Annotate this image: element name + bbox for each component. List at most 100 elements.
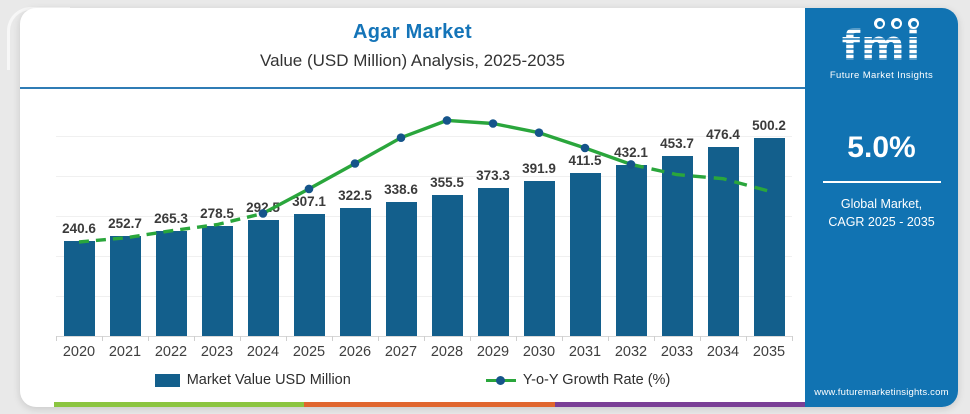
sidebar-divider: [822, 181, 941, 183]
chart-header: Agar Market Value (USD Million) Analysis…: [20, 8, 805, 72]
x-axis-labels: 2020 2021 2022 2023 2024 2025 2026 2027 2028 2029…: [56, 344, 805, 360]
bar-group: 278.5: [194, 98, 240, 336]
website-url: www.futuremarketinsights.com: [814, 387, 949, 398]
strip-segment-green: [54, 402, 305, 407]
bar-value-label: 322.5: [338, 188, 372, 204]
globe-circle-icon: [891, 18, 902, 29]
bar-value-label: 476.4: [706, 127, 740, 143]
market-value-bar: [707, 147, 739, 336]
fmi-logo-text: fmi: [805, 25, 958, 67]
legend-item-growth-rate: Y-o-Y Growth Rate (%): [485, 372, 670, 388]
legend-label-market-value: Market Value USD Million: [186, 372, 351, 388]
axis-tick: [378, 336, 379, 341]
fmi-logo-caption: Future Market Insights: [829, 70, 934, 81]
chart-panel: Agar Market Value (USD Million) Analysis…: [20, 8, 805, 407]
x-axis-label: 2032: [614, 344, 648, 360]
cagr-value: 5.0%: [847, 131, 916, 164]
bar-value-label: 355.5: [430, 175, 464, 190]
x-axis-label: 2028: [430, 344, 464, 360]
bar-group: 292.5: [240, 98, 286, 336]
bar-value-label: 391.9: [522, 160, 556, 176]
x-axis-label: 2021: [108, 344, 142, 360]
strip-segment-orange: [304, 402, 555, 407]
x-axis-label: 2024: [246, 344, 280, 360]
x-axis-label: 2029: [476, 344, 510, 360]
page-subtitle: Value (USD Million) Analysis, 2025-2035: [260, 51, 565, 70]
bar-group: 307.1: [286, 98, 332, 336]
legend-item-market-value: Market Value USD Million: [154, 372, 351, 388]
bar-swatch-icon: [154, 373, 180, 387]
footer-color-strip: [54, 402, 805, 407]
person-circle-icon: [874, 18, 885, 29]
market-value-bar: [569, 172, 601, 336]
market-value-bar: [155, 230, 187, 336]
market-value-bar: [523, 180, 555, 336]
bar-value-label: 278.5: [200, 205, 234, 221]
axis-tick: [608, 336, 609, 341]
market-value-bar: [615, 164, 647, 336]
x-axis-label: 2031: [568, 344, 602, 360]
x-axis-label: 2026: [338, 344, 372, 360]
bar-group: 373.3: [470, 98, 516, 336]
bar-group: 391.9: [516, 98, 562, 336]
market-value-bar: [339, 208, 371, 336]
bar-group: 411.5: [562, 98, 608, 336]
bar-value-label: 240.6: [62, 220, 96, 236]
fmi-logo-icons: [805, 18, 958, 29]
x-axis-label: 2033: [660, 344, 694, 360]
bar-group: 252.7: [102, 98, 148, 336]
x-axis-label: 2030: [522, 344, 556, 360]
bar-group: 338.6: [378, 98, 424, 336]
market-value-bar: [477, 187, 509, 336]
x-axis-label: 2022: [154, 344, 188, 360]
bar-value-label: 373.3: [476, 167, 510, 183]
market-value-bar: [431, 195, 463, 336]
market-value-bar: [385, 201, 417, 336]
axis-tick: [286, 336, 287, 341]
market-value-bar: [753, 137, 785, 336]
fmi-logo: fmi Future Market Insights: [805, 18, 958, 81]
axis-tick: [562, 336, 563, 341]
axis-tick: [700, 336, 701, 341]
market-value-bar: [63, 240, 95, 336]
line-swatch-icon: [485, 375, 516, 385]
axis-tick: [424, 336, 425, 341]
axis-tick: [470, 336, 471, 341]
bar-value-label: 252.7: [108, 215, 142, 231]
bar-group: 240.6: [56, 98, 102, 336]
market-value-bar: [201, 225, 233, 336]
bar-group: 322.5: [332, 98, 378, 336]
axis-tick: [102, 336, 103, 341]
bar-group: 500.2: [746, 98, 792, 336]
bar-value-label: 432.1: [614, 144, 648, 160]
axis-tick: [654, 336, 655, 341]
report-card: Agar Market Value (USD Million) Analysis…: [20, 8, 958, 407]
axis-tick: [746, 336, 747, 341]
bar-value-label: 500.2: [752, 117, 786, 133]
bar-value-label: 411.5: [568, 152, 602, 168]
x-axis-label: 2020: [62, 344, 96, 360]
bar-value-label: 292.5: [246, 199, 280, 215]
axis-tick: [240, 336, 241, 341]
bar-group: 432.1: [608, 98, 654, 336]
bar-group: 265.3: [148, 98, 194, 336]
bar-value-label: 453.7: [660, 136, 694, 152]
market-value-bar: [109, 235, 141, 336]
x-axis-label: 2025: [292, 344, 326, 360]
x-axis-label: 2027: [384, 344, 418, 360]
axis-tick: [792, 336, 793, 341]
chart-legend: Market Value USD Million Y-o-Y Growth Ra…: [20, 372, 805, 388]
market-value-bar: [661, 156, 693, 336]
cagr-label: Global Market, CAGR 2025 - 2035: [805, 195, 958, 231]
bars-row: 240.6 252.7 265.3 278.5 292.5 307.1 322.5 338.6…: [56, 98, 792, 336]
x-axis-label: 2034: [706, 344, 740, 360]
market-value-chart: 240.6 252.7 265.3 278.5 292.5 307.1 322.5 338.6…: [20, 98, 805, 360]
chart-plot: 240.6 252.7 265.3 278.5 292.5 307.1 322.5 338.6…: [56, 98, 793, 341]
bar-group: 355.5: [424, 98, 470, 336]
axis-tick: [332, 336, 333, 341]
axis-tick: [194, 336, 195, 341]
cagr-label-line1: Global Market,: [840, 197, 923, 211]
line-marker-icon: [496, 375, 506, 385]
axis-tick: [56, 336, 57, 341]
